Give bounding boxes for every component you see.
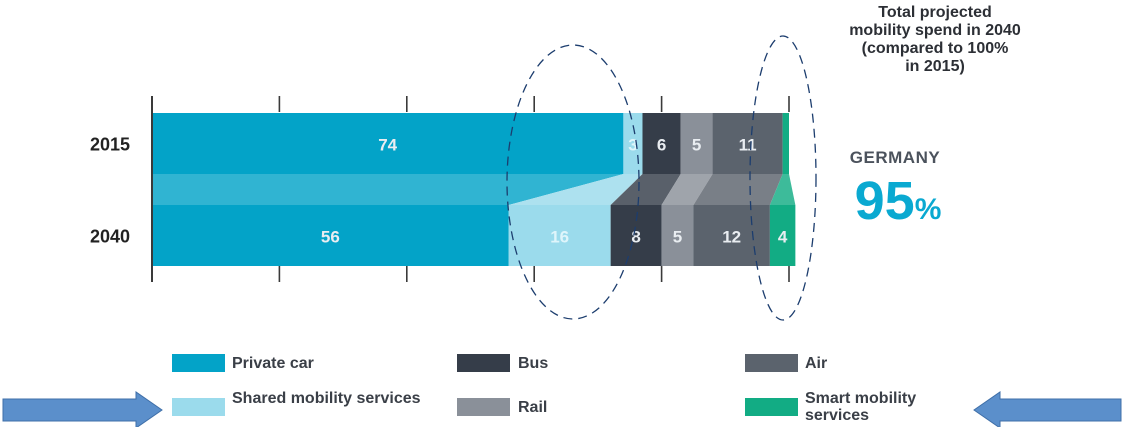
data-label-2040-smart-mobility-services: 4 (778, 228, 788, 247)
swatch-shared-mobility (172, 398, 225, 416)
data-label-2040-bus: 8 (631, 228, 640, 247)
legend-label-smart-mobility: Smart mobility services (805, 390, 917, 424)
bar-2015-air (712, 113, 783, 174)
bar-2040-private-car (152, 205, 509, 266)
bar-2015-bus (642, 113, 681, 174)
band-bus (610, 174, 681, 205)
data-label-2040-shared-mobility-services: 16 (550, 228, 569, 247)
band-smart-mobility-services (769, 174, 796, 205)
data-label-2040-air: 12 (722, 228, 741, 247)
data-label-2015-shared-mobility-services: 3 (628, 136, 637, 155)
swatch-private-car (172, 354, 225, 372)
bar-2040-air (693, 205, 770, 266)
band-air (693, 174, 783, 205)
bar-labels: 74 3 6 5 11 56 16 8 5 12 4 (321, 136, 788, 247)
data-label-2040-rail: 5 (673, 228, 682, 247)
total-number: 95 (854, 171, 915, 231)
data-label-2015-bus: 6 (657, 136, 666, 155)
bar-2040-bus (610, 205, 662, 266)
bar-2015-rail (680, 113, 713, 174)
swatch-smart-mobility (745, 398, 798, 416)
bar-2015-smart-mobility-services (782, 113, 789, 174)
legend-label-rail: Rail (518, 399, 548, 416)
bars (152, 113, 796, 266)
legend-label-shared-mobility: Shared mobility services (232, 390, 421, 407)
band-private-car (152, 174, 624, 205)
category-labels: 2015 2040 (90, 135, 130, 247)
annotations (2, 35, 1122, 427)
arrow-right-icon (2, 391, 163, 427)
swatch-rail (457, 398, 510, 416)
axis (151, 96, 790, 282)
category-label-2015: 2015 (90, 135, 130, 155)
legend-label-air: Air (805, 355, 828, 372)
swatch-bus (457, 354, 510, 372)
data-label-2015-rail: 5 (692, 136, 701, 155)
band-rail (661, 174, 713, 205)
bar-2040-rail (661, 205, 694, 266)
data-label-2015-air: 11 (739, 136, 757, 155)
legend-label-bus: Bus (518, 355, 549, 372)
connector-bands (152, 174, 796, 205)
swatch-air (745, 354, 798, 372)
legend-label-private-car: Private car (232, 355, 314, 372)
region-label: GERMANY (849, 148, 941, 167)
chart-title: Total projected mobility spend in 2040 (… (849, 4, 1021, 75)
data-label-2040-private-car: 56 (321, 228, 340, 247)
highlight-ellipse-shared (506, 44, 640, 320)
data-label-2015-private-car: 74 (378, 136, 397, 155)
arrow-left-icon (973, 391, 1122, 427)
total-spend-value: 95% (818, 170, 978, 232)
bar-2015-private-car (152, 113, 624, 174)
bar-2040-smart-mobility-services (769, 205, 796, 266)
bar-2040-shared-mobility-services (508, 205, 611, 266)
band-shared-mobility-services (508, 174, 643, 205)
total-unit: % (914, 193, 942, 226)
category-label-2040: 2040 (90, 227, 130, 247)
highlight-ellipse-smart (749, 35, 817, 321)
